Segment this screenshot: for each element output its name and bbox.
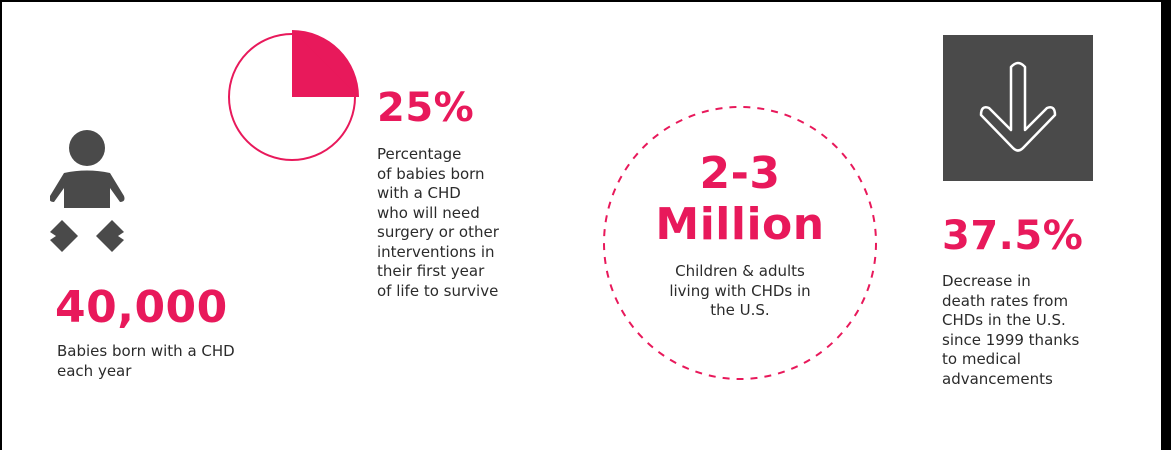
baby-icon: [50, 130, 125, 252]
arrow-tile: [943, 35, 1093, 181]
pie-quarter-icon: [228, 30, 359, 161]
stat-1-description: Babies born with a CHD each year: [57, 342, 235, 380]
stat-1-value: 40,000: [55, 282, 228, 333]
stat-2-description: Percentage of babies born with a CHD who…: [377, 145, 499, 300]
frame-right-edge: [1161, 0, 1171, 450]
dashed-circle: [603, 106, 877, 380]
stat-4-description: Decrease in death rates from CHDs in the…: [942, 272, 1080, 388]
stat-2-value: 25%: [377, 85, 475, 131]
stat-3-value-line1: 2-3: [699, 148, 781, 199]
down-arrow-icon: [979, 61, 1057, 152]
stat-3-description: Children & adults living with CHDs in th…: [669, 262, 811, 319]
stat-3-value-line2: Million: [655, 199, 825, 250]
stat-4-value: 37.5%: [942, 213, 1084, 259]
